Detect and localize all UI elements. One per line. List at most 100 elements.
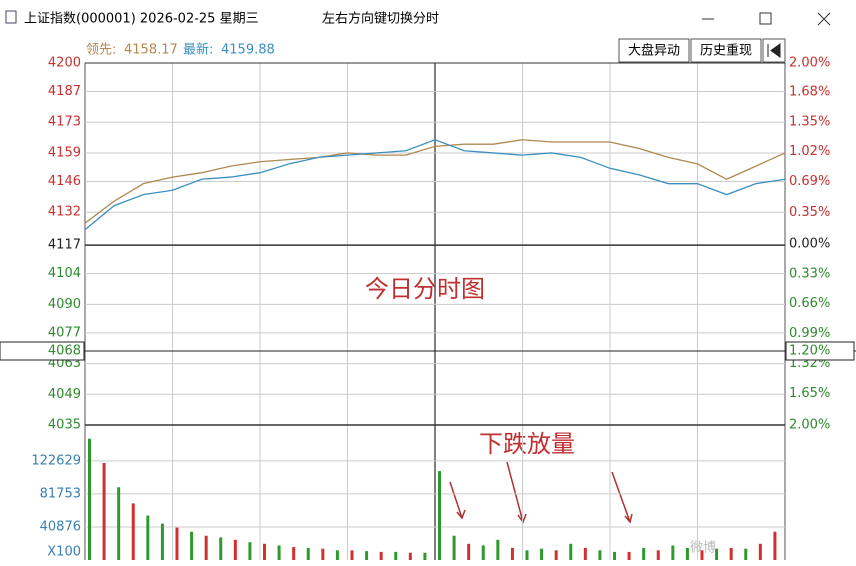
- y-tick-label: 4173: [48, 115, 81, 130]
- volume-bar: [394, 551, 398, 560]
- volume-bar: [656, 550, 660, 560]
- maximize[interactable]: [759, 12, 772, 25]
- volume-bar: [598, 550, 602, 560]
- volume-bar: [263, 543, 266, 560]
- y2-tick-label: 0.69%: [789, 174, 830, 189]
- price-line: [84, 139, 786, 231]
- annotation: 下跌放量: [479, 430, 575, 458]
- y2-tick-label: 2.00%: [789, 56, 830, 71]
- y-tick-label: 4077: [48, 325, 81, 340]
- price-line: [84, 139, 786, 224]
- volume-bar: [583, 547, 587, 560]
- volume-bar: [233, 539, 237, 560]
- volume-bar: [685, 547, 689, 560]
- volume-bar: [117, 487, 121, 560]
- volume-bar: [335, 550, 339, 560]
- volume-bar: [496, 539, 500, 560]
- cursor-price: 4068: [48, 344, 81, 359]
- volume-bar: [715, 548, 719, 560]
- volume-bar: [452, 535, 456, 560]
- volume-bar: [467, 543, 471, 560]
- button-label[interactable]: 历史重现: [700, 43, 752, 59]
- y-tick-label: 4187: [48, 84, 81, 99]
- volume-bar: [758, 543, 762, 560]
- y2-tick-label: 0.33%: [789, 266, 830, 281]
- volume-bar: [569, 543, 573, 560]
- app-icon: [5, 10, 17, 24]
- volume-bar: [175, 527, 179, 560]
- annotation: 今日分时图: [365, 275, 485, 303]
- y2-tick-label: 1.68%: [789, 84, 830, 99]
- volume-bar: [248, 542, 252, 560]
- volume-bar: [160, 523, 164, 560]
- volume-bar: [525, 550, 529, 560]
- volume-bar: [365, 551, 369, 560]
- volume-bar: [292, 547, 296, 560]
- nav-icon: [767, 43, 781, 58]
- volume-bar: [219, 537, 223, 560]
- volume-bar: [554, 550, 558, 560]
- volume-bar: [729, 547, 733, 560]
- y-tick-label: 4132: [48, 205, 81, 220]
- y-tick-label: 81753: [40, 486, 81, 501]
- volume-bar: [773, 531, 777, 560]
- y2-tick-label: 2.00%: [789, 418, 830, 433]
- cursor-pct: 1.20%: [789, 344, 830, 359]
- volume-bar: [627, 551, 631, 560]
- watermark: 微博: [690, 541, 716, 556]
- cursor-box: [785, 341, 855, 361]
- volume-bar: [642, 547, 646, 560]
- y2-tick-label: 0.00%: [789, 237, 830, 252]
- volume-bar: [204, 535, 208, 560]
- volume-bar: [481, 545, 485, 560]
- button-label[interactable]: 大盘异动: [628, 43, 680, 59]
- window-title: 上证指数(000001) 2026-02-25 星期三: [24, 12, 259, 27]
- volume-bar: [350, 550, 354, 560]
- y-tick-label: 122629: [31, 453, 81, 468]
- y-tick-label: 4117: [48, 238, 81, 253]
- unit-label: X100: [47, 545, 81, 560]
- volume-bar: [408, 552, 412, 560]
- volume-bar: [613, 551, 616, 560]
- last-label: 最新:: [183, 42, 213, 58]
- volume-bar: [146, 515, 150, 560]
- volume-bar: [540, 548, 544, 560]
- volume-bar: [700, 550, 704, 560]
- cursor-box: [0, 341, 85, 361]
- y-tick-label: 4104: [48, 266, 81, 281]
- volume-bar: [306, 547, 310, 560]
- volume-bar: [277, 545, 281, 560]
- volume-bar: [744, 548, 748, 560]
- close[interactable]: [817, 12, 831, 26]
- y2-tick-label: 1.65%: [789, 386, 830, 401]
- y2-tick-label: 1.02%: [789, 144, 830, 159]
- volume-bar: [379, 551, 383, 560]
- last-value: 4159.88: [221, 43, 275, 58]
- volume-bar: [190, 531, 194, 560]
- y-tick-label: 4090: [48, 297, 81, 312]
- volume-bar: [321, 548, 325, 560]
- lead-label: 领先:: [86, 43, 116, 58]
- button[interactable]: [618, 38, 690, 63]
- y-tick-label: 4200: [48, 56, 81, 71]
- y-tick-label: 4035: [48, 418, 81, 433]
- volume-bar: [88, 438, 91, 560]
- window-hint: 左右方向键切换分时: [322, 11, 439, 27]
- volume-bar: [102, 462, 106, 560]
- y2-tick-label: 0.99%: [789, 326, 830, 341]
- lead-value: 4158.17: [124, 43, 178, 58]
- y-tick-label: 4146: [48, 174, 81, 189]
- volume-bar: [438, 471, 441, 560]
- button[interactable]: [690, 38, 762, 63]
- volume-bar: [131, 503, 135, 560]
- y2-tick-label: 0.35%: [789, 205, 830, 220]
- volume-bar: [423, 552, 427, 560]
- y-tick-label: 4049: [48, 387, 81, 402]
- volume-bar: [671, 545, 675, 560]
- y2-tick-label: 1.35%: [789, 114, 830, 129]
- y2-tick-label: 0.66%: [789, 296, 830, 311]
- y-tick-label: 4159: [48, 145, 81, 160]
